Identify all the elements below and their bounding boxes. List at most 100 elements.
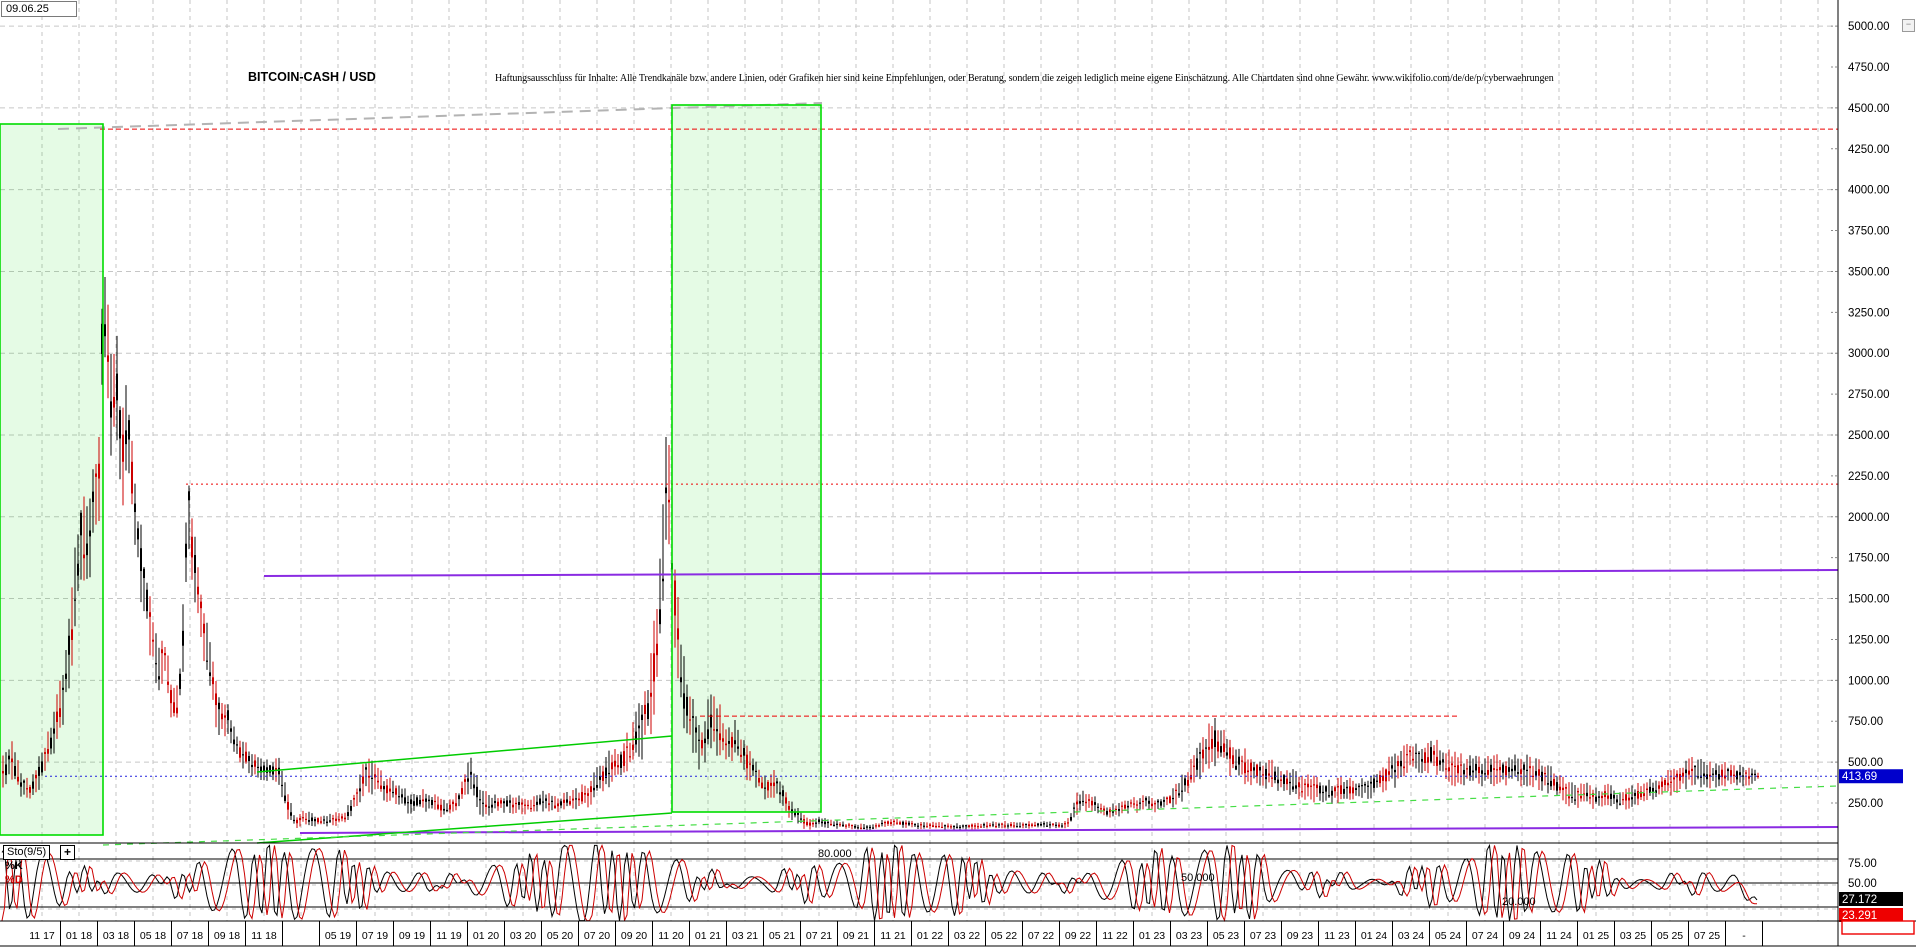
candle-body — [116, 373, 118, 401]
candle-body — [377, 780, 379, 783]
candle-body — [1520, 769, 1522, 774]
candle-body — [1037, 823, 1039, 826]
candle-body — [947, 825, 949, 827]
candle-body — [287, 801, 289, 810]
candle-body — [1334, 787, 1336, 792]
candle-body — [1253, 767, 1255, 771]
candle-body — [524, 804, 526, 806]
candle-body — [692, 716, 694, 718]
sto-k-value-tag — [1839, 892, 1903, 906]
candle-body — [1556, 782, 1558, 791]
candle-body — [788, 805, 790, 810]
candle-body — [1166, 797, 1168, 800]
candle-body — [158, 676, 160, 680]
candle-body — [1565, 787, 1567, 789]
candle-body — [968, 825, 970, 827]
candle-body — [1208, 746, 1210, 750]
x-axis-label: 11 18 — [251, 930, 277, 942]
candle-body — [596, 784, 598, 788]
candle-body — [434, 800, 436, 803]
candle-body — [431, 799, 433, 806]
candle-body — [1142, 800, 1144, 803]
x-axis-label: 09 19 — [399, 930, 425, 942]
candle-body — [167, 681, 169, 685]
candle-body — [728, 740, 730, 744]
candle-body — [1211, 738, 1213, 749]
candle-body — [707, 729, 709, 739]
add-indicator-button[interactable]: + — [60, 845, 75, 860]
candle-body — [1712, 773, 1714, 775]
candle-body — [1529, 766, 1531, 769]
candle-body — [1385, 769, 1387, 782]
candle-body — [746, 754, 748, 769]
candle-body — [977, 826, 979, 828]
candle-body — [848, 824, 850, 826]
candle-body — [638, 725, 640, 729]
candle-body — [398, 796, 400, 798]
candle-body — [410, 799, 412, 805]
candle-body — [269, 765, 271, 773]
x-axis-label: 01 24 — [1361, 930, 1387, 942]
candle-body — [1232, 755, 1234, 765]
candle-body — [632, 744, 634, 750]
candle-body — [407, 802, 409, 804]
candle-body — [1592, 793, 1594, 797]
x-axis-label: 01 18 — [66, 930, 92, 942]
candle-body — [902, 821, 904, 825]
candle-body — [665, 487, 667, 494]
minimize-icon[interactable]: − — [1902, 19, 1915, 32]
candle-body — [539, 798, 541, 805]
candle-body — [923, 825, 925, 827]
candle-body — [1508, 767, 1510, 772]
candle-body — [1445, 768, 1447, 770]
x-axis-label: 05 24 — [1435, 930, 1461, 942]
candle-body — [1157, 800, 1159, 803]
candle-body — [1649, 786, 1651, 793]
candle-body — [797, 812, 799, 815]
candle-body — [740, 754, 742, 757]
candle-body — [359, 788, 361, 792]
sto-d-line — [1, 844, 1758, 923]
current-price-tag — [1839, 769, 1903, 784]
x-axis-label: 03 22 — [954, 930, 980, 942]
candle-body — [1397, 761, 1399, 767]
candle-body — [1304, 783, 1306, 785]
candle-body — [236, 744, 238, 746]
candle-body — [1310, 785, 1312, 787]
x-axis-label: 09 22 — [1065, 930, 1091, 942]
candle-body — [1538, 769, 1540, 776]
candle-body — [428, 799, 430, 802]
candle-body — [1193, 765, 1195, 767]
candle-body — [8, 755, 10, 760]
candle-body — [344, 817, 346, 820]
indicator-settings-button[interactable]: Sto(9/5) — [3, 845, 51, 860]
candle-body — [89, 530, 91, 537]
candle-body — [647, 703, 649, 719]
candle-body — [1415, 752, 1417, 754]
candle-body — [1094, 802, 1096, 805]
x-axis-label: 03 25 — [1620, 930, 1646, 942]
candle-body — [1061, 825, 1063, 827]
candle-body — [137, 528, 139, 540]
candle-body — [395, 788, 397, 795]
candle-body — [353, 797, 355, 800]
candle-body — [1562, 787, 1564, 791]
candle-body — [1682, 772, 1684, 777]
candle-body — [53, 728, 55, 734]
candle-body — [1307, 783, 1309, 788]
candle-body — [1367, 785, 1369, 787]
y-axis-tick-label: 500.00 — [1848, 757, 1883, 769]
candle-body — [191, 536, 193, 558]
candle-body — [839, 824, 841, 826]
candle-body — [41, 761, 43, 773]
candle-body — [425, 798, 427, 802]
candle-body — [209, 672, 211, 676]
candle-body — [242, 754, 244, 756]
candle-body — [461, 788, 463, 795]
candle-body — [1064, 823, 1066, 825]
candle-body — [1322, 791, 1324, 794]
candle-body — [1742, 775, 1744, 777]
candle-body — [17, 776, 19, 782]
candle-body — [962, 825, 964, 827]
candle-body — [1481, 770, 1483, 774]
